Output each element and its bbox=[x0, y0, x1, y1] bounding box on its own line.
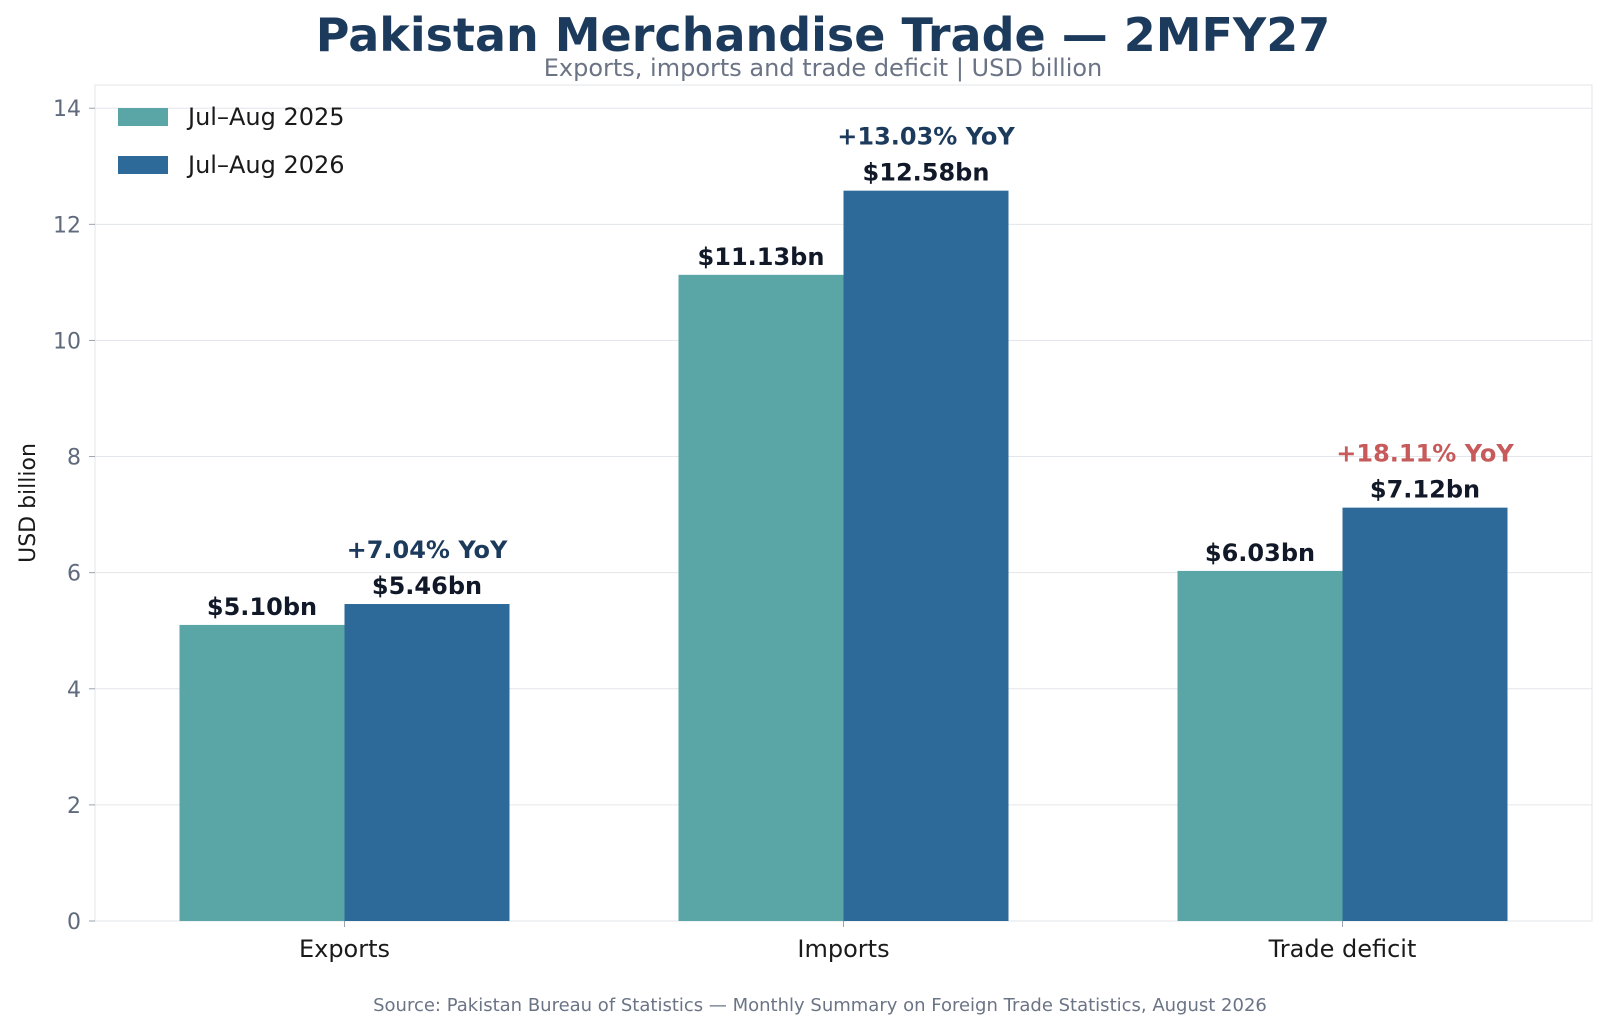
value-label: $6.03bn bbox=[1205, 539, 1315, 567]
plot-area: 0 2 4 6 8 10 12 14 $5.10bn $5.46bn +7.04% YoY Expor… bbox=[53, 84, 1593, 963]
y-tick-label: 8 bbox=[67, 446, 81, 471]
chart-title: Pakistan Merchandise Trade — 2MFY27 bbox=[316, 8, 1331, 62]
bar bbox=[344, 604, 510, 921]
x-tick-label: Exports bbox=[299, 935, 390, 963]
bar bbox=[843, 190, 1009, 921]
bar bbox=[1342, 507, 1508, 921]
value-label: $11.13bn bbox=[698, 243, 825, 271]
value-label: $12.58bn bbox=[863, 159, 990, 187]
y-tick-label: 4 bbox=[67, 678, 81, 703]
legend-swatch bbox=[118, 156, 168, 174]
value-label: $5.46bn bbox=[372, 572, 482, 600]
y-tick-label: 12 bbox=[53, 213, 81, 238]
y-tick-label: 14 bbox=[53, 97, 81, 122]
value-label: $7.12bn bbox=[1370, 476, 1480, 504]
value-label: $5.10bn bbox=[207, 593, 317, 621]
y-tick-label: 0 bbox=[67, 910, 81, 935]
source-note: Source: Pakistan Bureau of Statistics — … bbox=[373, 995, 1267, 1016]
bar bbox=[179, 624, 345, 921]
x-tick-label: Imports bbox=[797, 935, 889, 963]
x-tick-label: Trade deficit bbox=[1268, 935, 1417, 963]
yoy-annotation: +13.03% YoY bbox=[837, 123, 1015, 151]
legend-entry: Jul–Aug 2025 bbox=[186, 103, 345, 131]
legend-swatch bbox=[118, 108, 168, 126]
chart-subtitle: Exports, imports and trade deficit | USD… bbox=[544, 54, 1103, 82]
y-tick-label: 2 bbox=[67, 794, 81, 819]
bar bbox=[1177, 570, 1343, 921]
yoy-annotation: +18.11% YoY bbox=[1336, 440, 1514, 468]
legend-entry: Jul–Aug 2026 bbox=[186, 151, 345, 179]
y-tick-label: 10 bbox=[53, 329, 81, 354]
yoy-annotation: +7.04% YoY bbox=[347, 536, 508, 564]
bar bbox=[678, 274, 844, 921]
y-axis-label: USD billion bbox=[16, 443, 41, 563]
y-tick-label: 6 bbox=[67, 562, 81, 587]
